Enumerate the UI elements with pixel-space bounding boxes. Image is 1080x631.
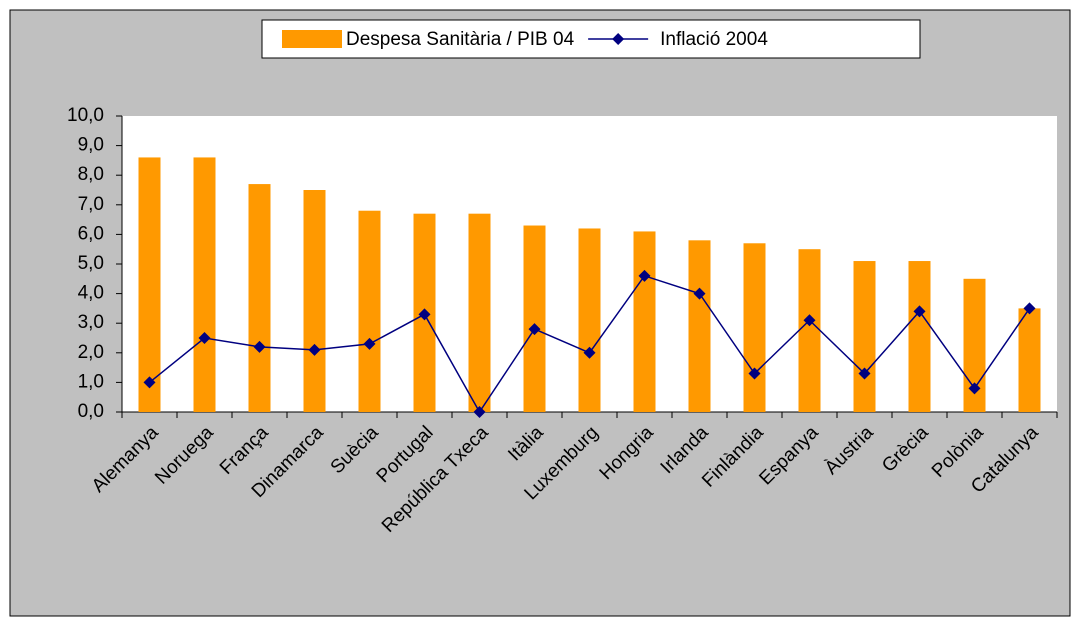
- bar: [358, 210, 381, 412]
- bar: [908, 261, 931, 412]
- bar: [193, 157, 216, 412]
- bar: [798, 249, 821, 412]
- marker: [1023, 302, 1036, 315]
- marker: [143, 376, 156, 389]
- marker: [913, 305, 926, 318]
- marker: [693, 287, 706, 300]
- bar: [743, 243, 766, 412]
- bar: [853, 261, 876, 412]
- y-tick-label: 3,0: [78, 312, 104, 333]
- marker: [308, 343, 321, 356]
- marker: [198, 332, 211, 344]
- bar: [578, 228, 601, 412]
- marker: [473, 406, 486, 418]
- bar: [468, 213, 491, 412]
- marker: [803, 314, 816, 327]
- bar: [303, 190, 326, 412]
- y-tick-label: 4,0: [78, 283, 104, 304]
- y-tick-label: 8,0: [78, 164, 104, 185]
- y-tick-label: 1,0: [78, 371, 104, 392]
- y-tick-label: 0,0: [78, 401, 104, 422]
- marker: [748, 367, 761, 380]
- marker: [363, 337, 376, 350]
- marker: [253, 340, 266, 353]
- marker: [968, 382, 981, 395]
- y-tick-label: 7,0: [78, 194, 104, 215]
- y-tick-label: 5,0: [78, 253, 104, 274]
- bar: [138, 157, 161, 412]
- marker: [418, 308, 431, 321]
- legend-swatch: [282, 30, 342, 48]
- marker: [528, 323, 541, 336]
- bar: [688, 240, 711, 412]
- legend-label: Inflació 2004: [660, 29, 768, 50]
- bar: [248, 184, 271, 412]
- y-tick-label: 6,0: [78, 223, 104, 244]
- marker: [858, 367, 871, 380]
- bar: [1018, 308, 1041, 412]
- legend-label: Despesa Sanitària / PIB 04: [346, 29, 575, 50]
- bar: [633, 231, 656, 412]
- marker: [638, 269, 651, 282]
- y-tick-label: 9,0: [78, 135, 104, 156]
- y-tick-label: 2,0: [78, 342, 104, 363]
- bar: [963, 278, 986, 412]
- legend-marker: [612, 33, 625, 45]
- marker: [583, 346, 596, 359]
- bar: [523, 225, 546, 412]
- y-tick-label: 10,0: [67, 105, 104, 126]
